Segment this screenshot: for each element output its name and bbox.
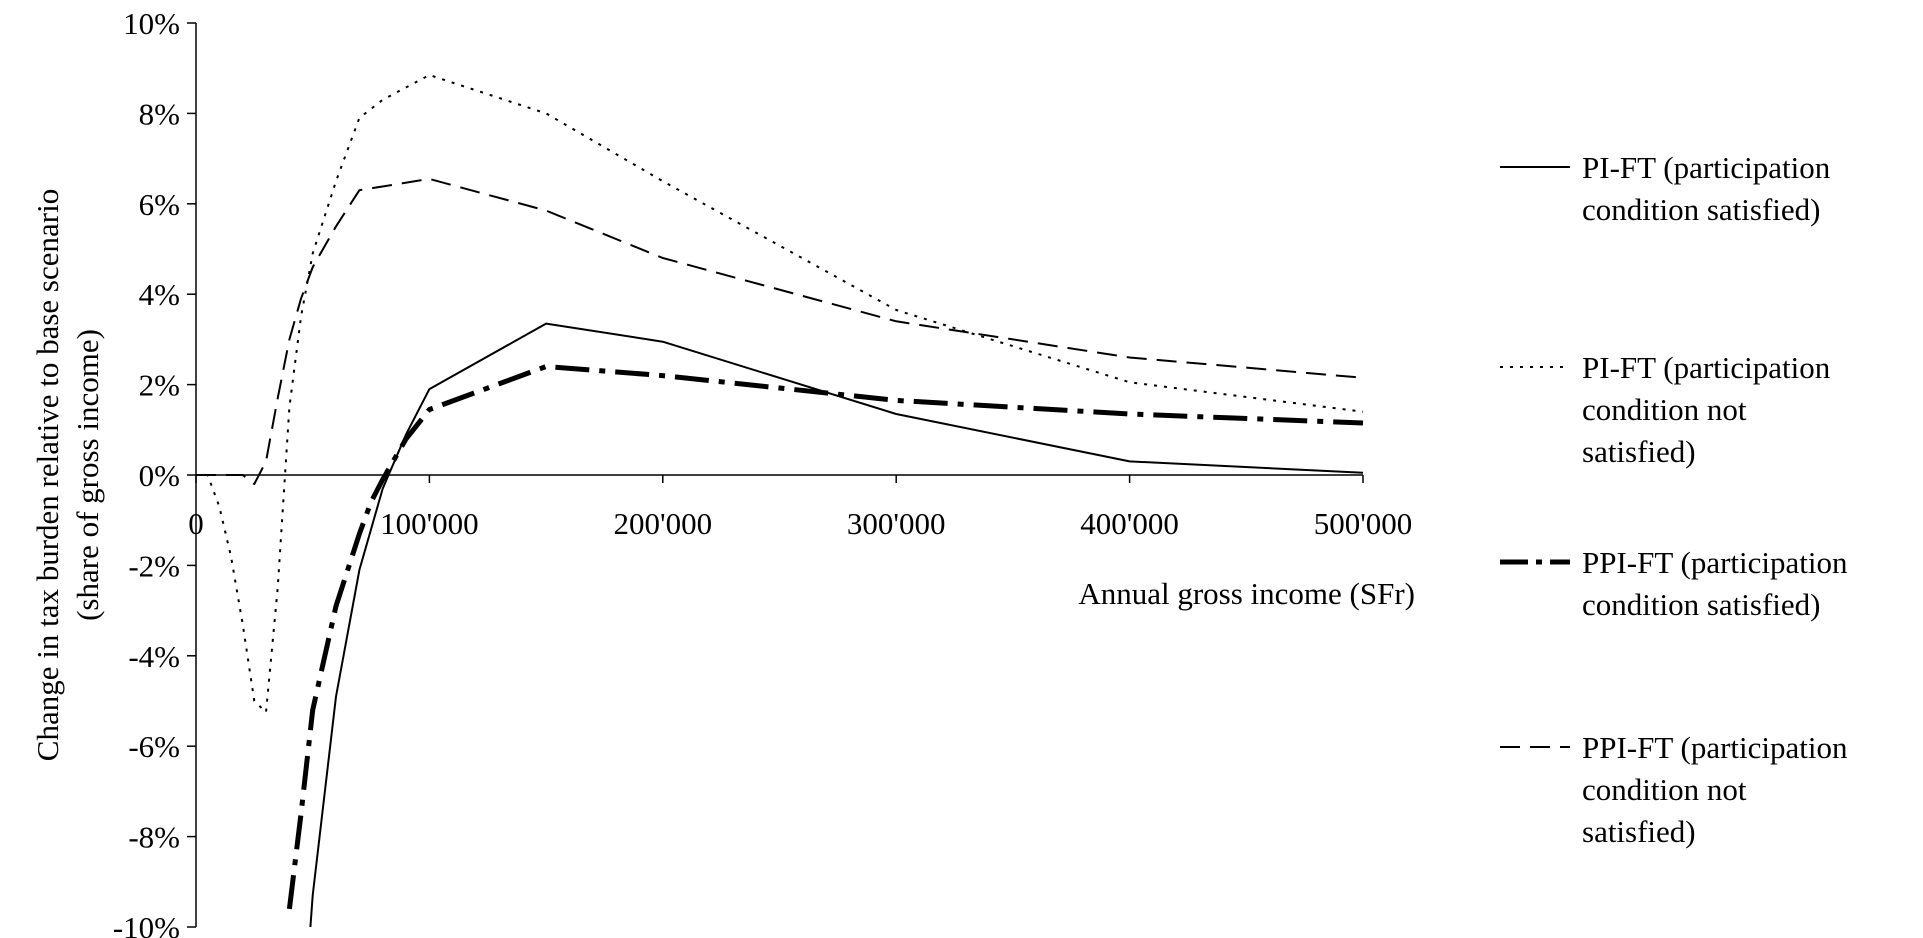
- legend-label-line: condition not: [1582, 392, 1747, 427]
- legend-label-line: condition satisfied): [1582, 587, 1820, 622]
- y-tick-label: 6%: [139, 187, 180, 222]
- x-tick-label: 0: [188, 506, 204, 541]
- y-tick-label: 8%: [139, 96, 180, 131]
- y-tick-label: 4%: [139, 277, 180, 312]
- x-axis-title: Annual gross income (SFr): [1078, 576, 1415, 611]
- legend-label-line: condition satisfied): [1582, 192, 1820, 227]
- y-tick-label: -2%: [128, 548, 180, 583]
- x-tick-label: 500'000: [1314, 506, 1413, 541]
- y-ticks: -10% -8% -6% -4% -2% 0% 2% 4% 6% 8% 10%: [113, 6, 196, 938]
- x-ticks: 0 100'000 200'000 300'000 400'000 500'000: [188, 475, 1412, 541]
- y-tick-label: 0%: [139, 458, 180, 493]
- series-line-4: [196, 177, 1364, 485]
- legend-label-line: condition not: [1582, 772, 1747, 807]
- legend-label-line: satisfied): [1582, 814, 1696, 849]
- legend-label-line: PI-FT (participation: [1582, 350, 1831, 385]
- y-axis-title-line: (share of gross income): [70, 329, 105, 621]
- legend-label-1: PI-FT (participation condition satisfied): [1582, 150, 1831, 227]
- y-tick-label: 10%: [123, 6, 180, 41]
- series-line-1: [309, 322, 1364, 928]
- x-tick-label: 300'000: [847, 506, 946, 541]
- legend-label-2: PI-FT (participation condition not satisfi…: [1582, 350, 1831, 469]
- legend-label-line: PPI-FT (participation: [1582, 545, 1848, 580]
- legend-label-3: PPI-FT (participation condition satisfied…: [1582, 545, 1848, 622]
- legend-label-line: satisfied): [1582, 434, 1696, 469]
- series-line-2: [196, 74, 1364, 714]
- legend-label-4: PPI-FT (participation condition not satisf…: [1582, 730, 1848, 849]
- y-tick-label: 2%: [139, 368, 180, 403]
- plot-lines: [196, 74, 1364, 928]
- y-tick-label: -4%: [128, 639, 180, 674]
- series-line-3: [286, 364, 1364, 910]
- y-axis-title-line: Change in tax burden relative to base sc…: [30, 189, 65, 761]
- x-tick-label: 100'000: [380, 506, 479, 541]
- legend-label-line: PPI-FT (participation: [1582, 730, 1848, 765]
- y-tick-label: -10%: [113, 910, 180, 938]
- y-tick-label: -6%: [128, 729, 180, 764]
- legend-label-line: PI-FT (participation: [1582, 150, 1831, 185]
- x-tick-label: 200'000: [614, 506, 713, 541]
- axes: [195, 23, 1363, 927]
- x-tick-label: 400'000: [1080, 506, 1179, 541]
- legend: PI-FT (participation condition satisfied)…: [1500, 150, 1848, 849]
- y-axis-title: Change in tax burden relative to base sc…: [30, 189, 105, 761]
- y-tick-label: -8%: [128, 820, 180, 855]
